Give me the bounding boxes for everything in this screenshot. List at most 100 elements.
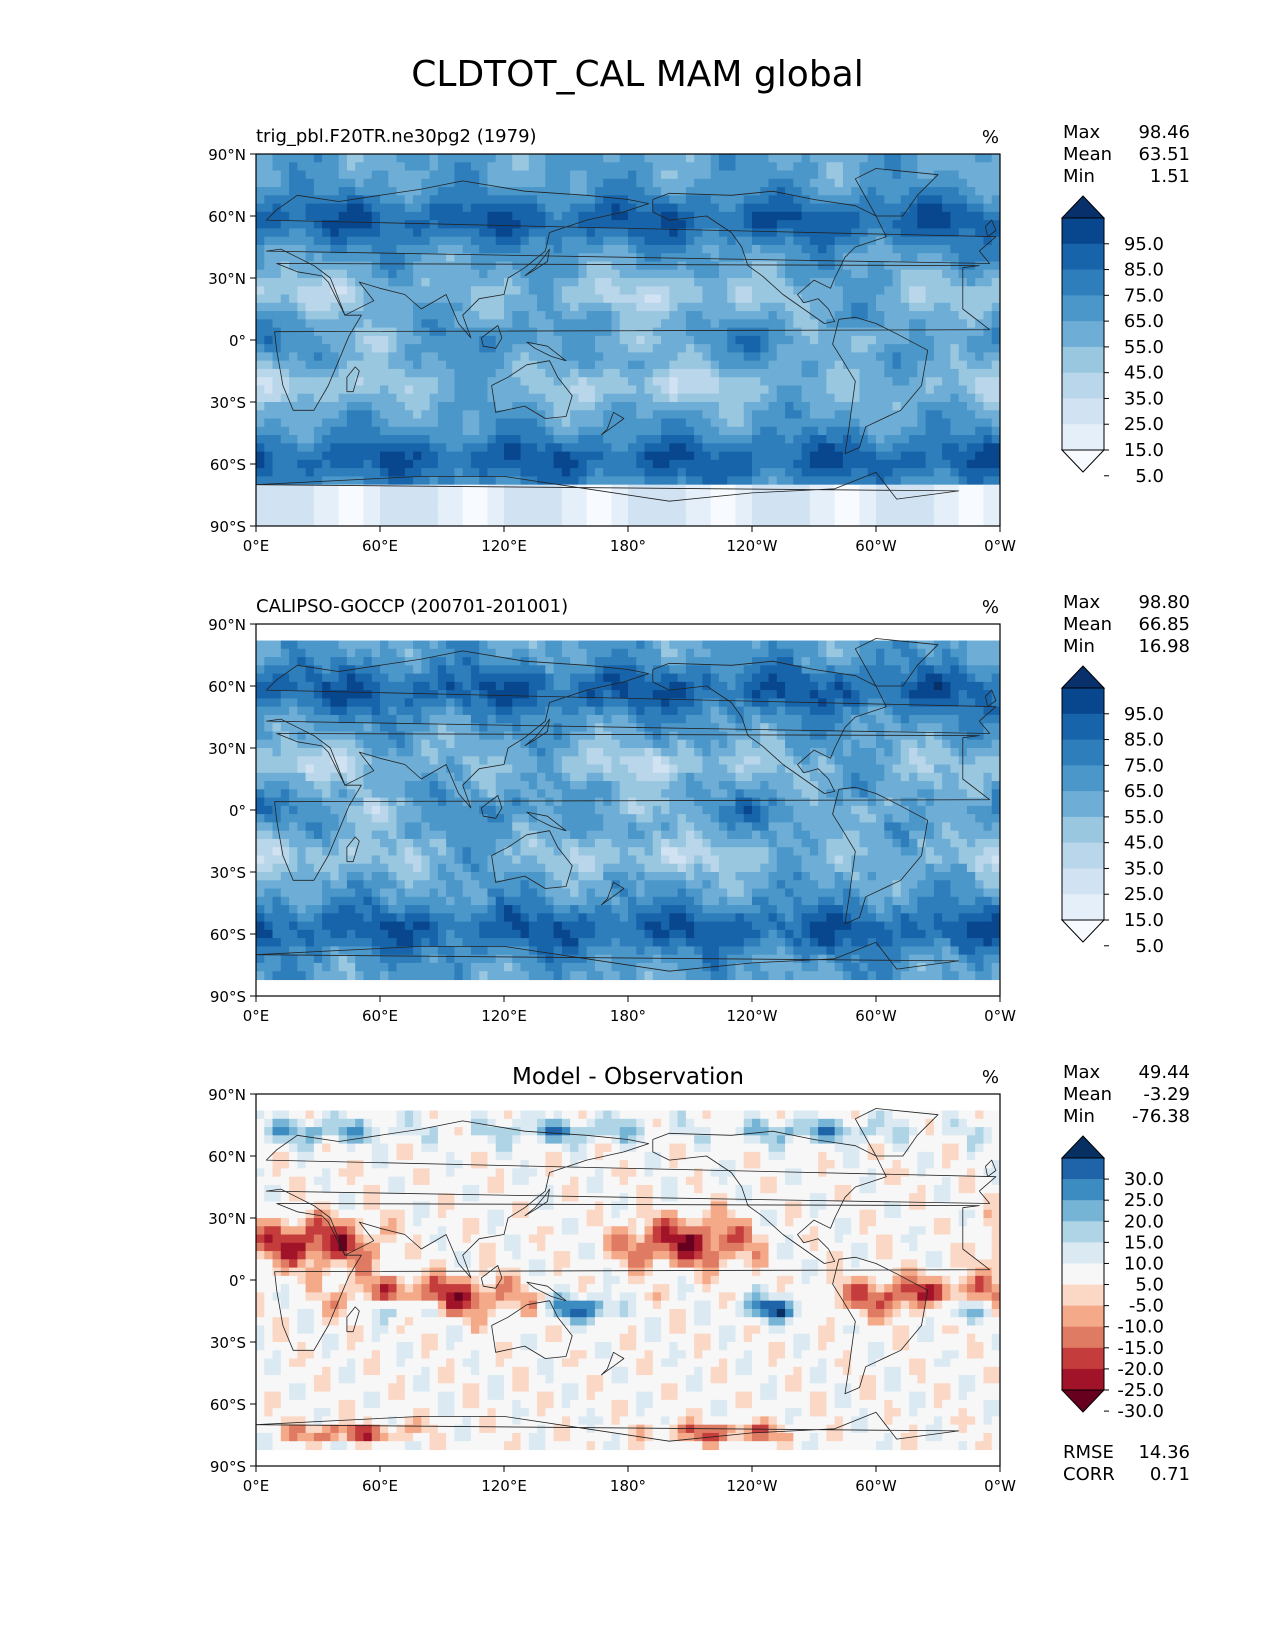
colorbar-tick-label: 5.0 xyxy=(1135,1275,1164,1296)
colorbar-tick-label: 15.0 xyxy=(1124,440,1164,461)
lat-tick-label: 90°S xyxy=(210,1458,246,1476)
colorbar-tick-label: -15.0 xyxy=(1117,1338,1164,1359)
coastlines-ref xyxy=(256,638,997,972)
lon-tick-label: 180° xyxy=(610,1477,646,1495)
colorbar-extend-max xyxy=(1060,1135,1106,1159)
lat-tick-label: 30°S xyxy=(210,394,246,412)
colorbar-segment xyxy=(1062,424,1104,451)
lon-tick-label: 60°E xyxy=(362,1007,398,1025)
lon-tick-label: 120°E xyxy=(481,1477,527,1495)
colorbar-tick-label: -25.0 xyxy=(1117,1380,1164,1401)
lon-tick-label: 60°E xyxy=(362,1477,398,1495)
units-label: % xyxy=(982,127,999,148)
panel-diff: 90°N 60°N 30°N 0° 30°S 60°S 90°S0°E 60°E 120°E 18… xyxy=(208,1062,1190,1495)
colorbar-segment xyxy=(1062,791,1104,818)
colorbar-segment xyxy=(1062,1242,1104,1264)
lat-tick-label: 30°N xyxy=(208,740,246,758)
colorbar-tick-label: 55.0 xyxy=(1124,807,1164,828)
colorbar-extend-max xyxy=(1060,665,1106,689)
colorbar-tick-label: 65.0 xyxy=(1124,311,1164,332)
colorbar-tick-label: 5.0 xyxy=(1135,936,1164,957)
colorbar-segment xyxy=(1062,765,1104,792)
colorbar-segment xyxy=(1062,218,1104,245)
lat-tick-label: 0° xyxy=(229,332,246,350)
colorbar-segment xyxy=(1062,1326,1104,1349)
lon-tick-label: 60°W xyxy=(855,537,897,555)
stat-label-max: Max xyxy=(1063,592,1101,613)
stat-value-mean: -3.29 xyxy=(1143,1084,1190,1105)
metric-value-corr: 0.71 xyxy=(1150,1464,1190,1485)
lat-tick-label: 60°N xyxy=(208,208,246,226)
colorbar-segment xyxy=(1062,346,1104,374)
stat-label-min: Min xyxy=(1063,636,1095,657)
colorbar-extend-min xyxy=(1060,1389,1106,1413)
colorbar-segment xyxy=(1062,1200,1104,1222)
lat-tick-label: 60°N xyxy=(208,678,246,696)
lon-tick-label: 0°E xyxy=(243,1477,270,1495)
stat-label-max: Max xyxy=(1063,1062,1101,1083)
colorbar-tick-label: 45.0 xyxy=(1124,833,1164,854)
colorbar-tick-label: 15.0 xyxy=(1124,910,1164,931)
stat-label-max: Max xyxy=(1063,122,1101,143)
panel-title: Model - Observation xyxy=(512,1064,744,1090)
panel-title: trig_pbl.F20TR.ne30pg2 (1979) xyxy=(256,126,537,147)
lon-tick-label: 0°W xyxy=(984,1477,1016,1495)
colorbar-tick-label: 20.0 xyxy=(1124,1211,1164,1232)
colorbar-tick-label: 55.0 xyxy=(1124,337,1164,358)
lon-tick-label: 120°W xyxy=(727,1007,778,1025)
colorbar-segment xyxy=(1062,372,1104,399)
colorbar-tick-label: 25.0 xyxy=(1124,414,1164,435)
field-ref xyxy=(256,640,1000,981)
lon-tick-label: 0°W xyxy=(984,537,1016,555)
coastlines-diff xyxy=(256,1108,997,1442)
lat-tick-label: 0° xyxy=(229,1272,246,1290)
colorbar-tick-label: 75.0 xyxy=(1124,755,1164,776)
colorbar-segment xyxy=(1062,1221,1104,1243)
lat-tick-label: 0° xyxy=(229,802,246,820)
stat-value-mean: 63.51 xyxy=(1138,144,1190,165)
colorbar-tick-label: 75.0 xyxy=(1124,285,1164,306)
colorbar-tick-label: -20.0 xyxy=(1117,1359,1164,1380)
lon-tick-label: 120°E xyxy=(481,537,527,555)
colorbar-tick-label: 45.0 xyxy=(1124,363,1164,384)
units-label: % xyxy=(982,1067,999,1088)
lon-tick-label: 180° xyxy=(610,537,646,555)
lat-tick-label: 60°S xyxy=(210,926,246,944)
colorbar-segment xyxy=(1062,816,1104,844)
lat-tick-label: 60°N xyxy=(208,1148,246,1166)
panel-ref: 90°N 60°N 30°N 0° 30°S 60°S 90°S0°E 60°E 120°E 18… xyxy=(208,592,1190,1025)
lat-tick-label: 90°S xyxy=(210,518,246,536)
lat-tick-label: 30°N xyxy=(208,1210,246,1228)
colorbar-test: 95.0 85.0 75.0 65.0 55.0 45.0 35.0 25.0 15.0 5.0 xyxy=(1060,195,1164,487)
lat-tick-label: 60°S xyxy=(210,456,246,474)
colorbar-segment xyxy=(1062,1305,1104,1328)
colorbar-segment xyxy=(1062,1158,1104,1180)
colorbar-segment xyxy=(1062,1179,1104,1201)
colorbar-tick-label: 65.0 xyxy=(1124,781,1164,802)
field-test xyxy=(256,154,1000,526)
colorbar-segment xyxy=(1062,269,1104,296)
colorbar-tick-label: 35.0 xyxy=(1124,388,1164,409)
colorbar-tick-label: 25.0 xyxy=(1124,884,1164,905)
lat-tick-label: 90°N xyxy=(208,1086,246,1104)
colorbar-segment xyxy=(1062,1284,1104,1307)
colorbar-segment xyxy=(1062,321,1104,348)
stat-value-max: 98.46 xyxy=(1138,122,1190,143)
colorbar-tick-label: 95.0 xyxy=(1124,234,1164,255)
lon-tick-label: 0°E xyxy=(243,1007,270,1025)
colorbar-diff: 30.025.020.015.010.05.0-5.0-10.0-15.0-20… xyxy=(1060,1135,1164,1422)
colorbar-tick-label: 5.0 xyxy=(1135,466,1164,487)
lat-tick-label: 60°S xyxy=(210,1396,246,1414)
colorbar-tick-label: 10.0 xyxy=(1124,1253,1164,1274)
lon-tick-label: 120°W xyxy=(727,1477,778,1495)
lat-tick-label: 90°N xyxy=(208,146,246,164)
colorbar-segment xyxy=(1062,243,1104,271)
colorbar-tick-label: 95.0 xyxy=(1124,704,1164,725)
lon-tick-label: 60°W xyxy=(855,1007,897,1025)
stat-value-max: 49.44 xyxy=(1138,1062,1190,1083)
panel-test: 90°N 60°N 30°N 0° 30°S 60°S 90°S0°E 60°E 120°E 18… xyxy=(208,122,1190,555)
colorbar-segment xyxy=(1062,868,1104,895)
lat-tick-label: 90°N xyxy=(208,616,246,634)
stat-label-min: Min xyxy=(1063,166,1095,187)
